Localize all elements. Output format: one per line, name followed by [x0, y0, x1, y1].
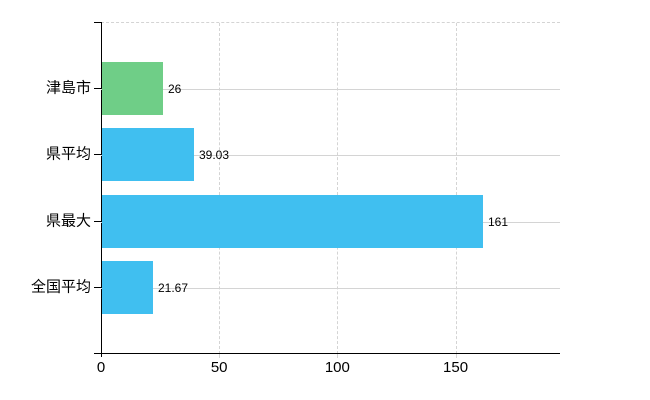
category-label-0: 津島市: [45, 79, 91, 97]
category-line-3: [101, 288, 560, 289]
y-axis-tick-3: [94, 287, 101, 288]
category-label-2: 県最大: [45, 212, 91, 230]
x-tick-label-100: 100: [324, 359, 350, 376]
gridline-x-100: [337, 23, 339, 354]
x-tick-label-0: 0: [96, 359, 106, 376]
x-tick-label-150: 150: [443, 359, 469, 376]
y-axis-line: [101, 22, 102, 357]
bar-2: [102, 195, 483, 248]
value-label-2: 161: [488, 215, 509, 229]
category-label-3: 全国平均: [30, 278, 91, 296]
gridline-x-150: [455, 23, 457, 354]
value-label-1: 39.03: [199, 148, 230, 162]
category-line-1: [101, 155, 560, 156]
category-label-1: 県平均: [45, 145, 91, 163]
bar-0: [102, 62, 163, 115]
value-label-0: 26: [168, 82, 182, 96]
x-axis-tick-100: [337, 354, 339, 358]
gridline-x-50: [219, 23, 221, 354]
x-axis-tick-50: [219, 354, 221, 358]
y-axis-tick-1: [94, 154, 101, 155]
y-axis-top-tick: [94, 22, 101, 23]
x-axis-line: [94, 353, 560, 354]
y-axis-tick-2: [94, 221, 101, 222]
bar-3: [102, 261, 153, 314]
bar-1: [102, 128, 194, 181]
y-axis-tick-0: [94, 88, 101, 89]
plot-area: 26 39.03 161 21.67: [101, 22, 560, 354]
value-label-3: 21.67: [158, 281, 189, 295]
x-tick-label-50: 50: [210, 359, 228, 376]
x-axis-tick-150: [455, 354, 457, 358]
category-line-0: [101, 89, 560, 90]
